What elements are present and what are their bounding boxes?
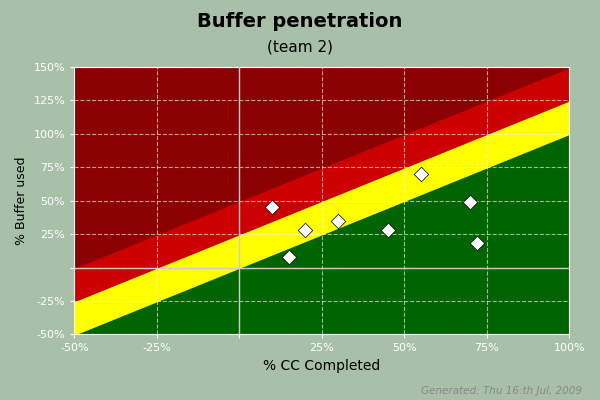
Point <box>383 227 392 233</box>
Point <box>472 240 482 247</box>
Point <box>301 227 310 233</box>
Point <box>334 218 343 224</box>
Point <box>466 199 475 205</box>
Text: Buffer penetration: Buffer penetration <box>197 12 403 31</box>
Point <box>416 171 425 177</box>
X-axis label: % CC Completed: % CC Completed <box>263 359 380 373</box>
Point <box>284 254 293 260</box>
Text: Generated: Thu 16:th Jul, 2009: Generated: Thu 16:th Jul, 2009 <box>421 386 582 396</box>
Y-axis label: % Buffer used: % Buffer used <box>15 156 28 245</box>
Point <box>268 204 277 210</box>
Text: (team 2): (team 2) <box>267 40 333 55</box>
